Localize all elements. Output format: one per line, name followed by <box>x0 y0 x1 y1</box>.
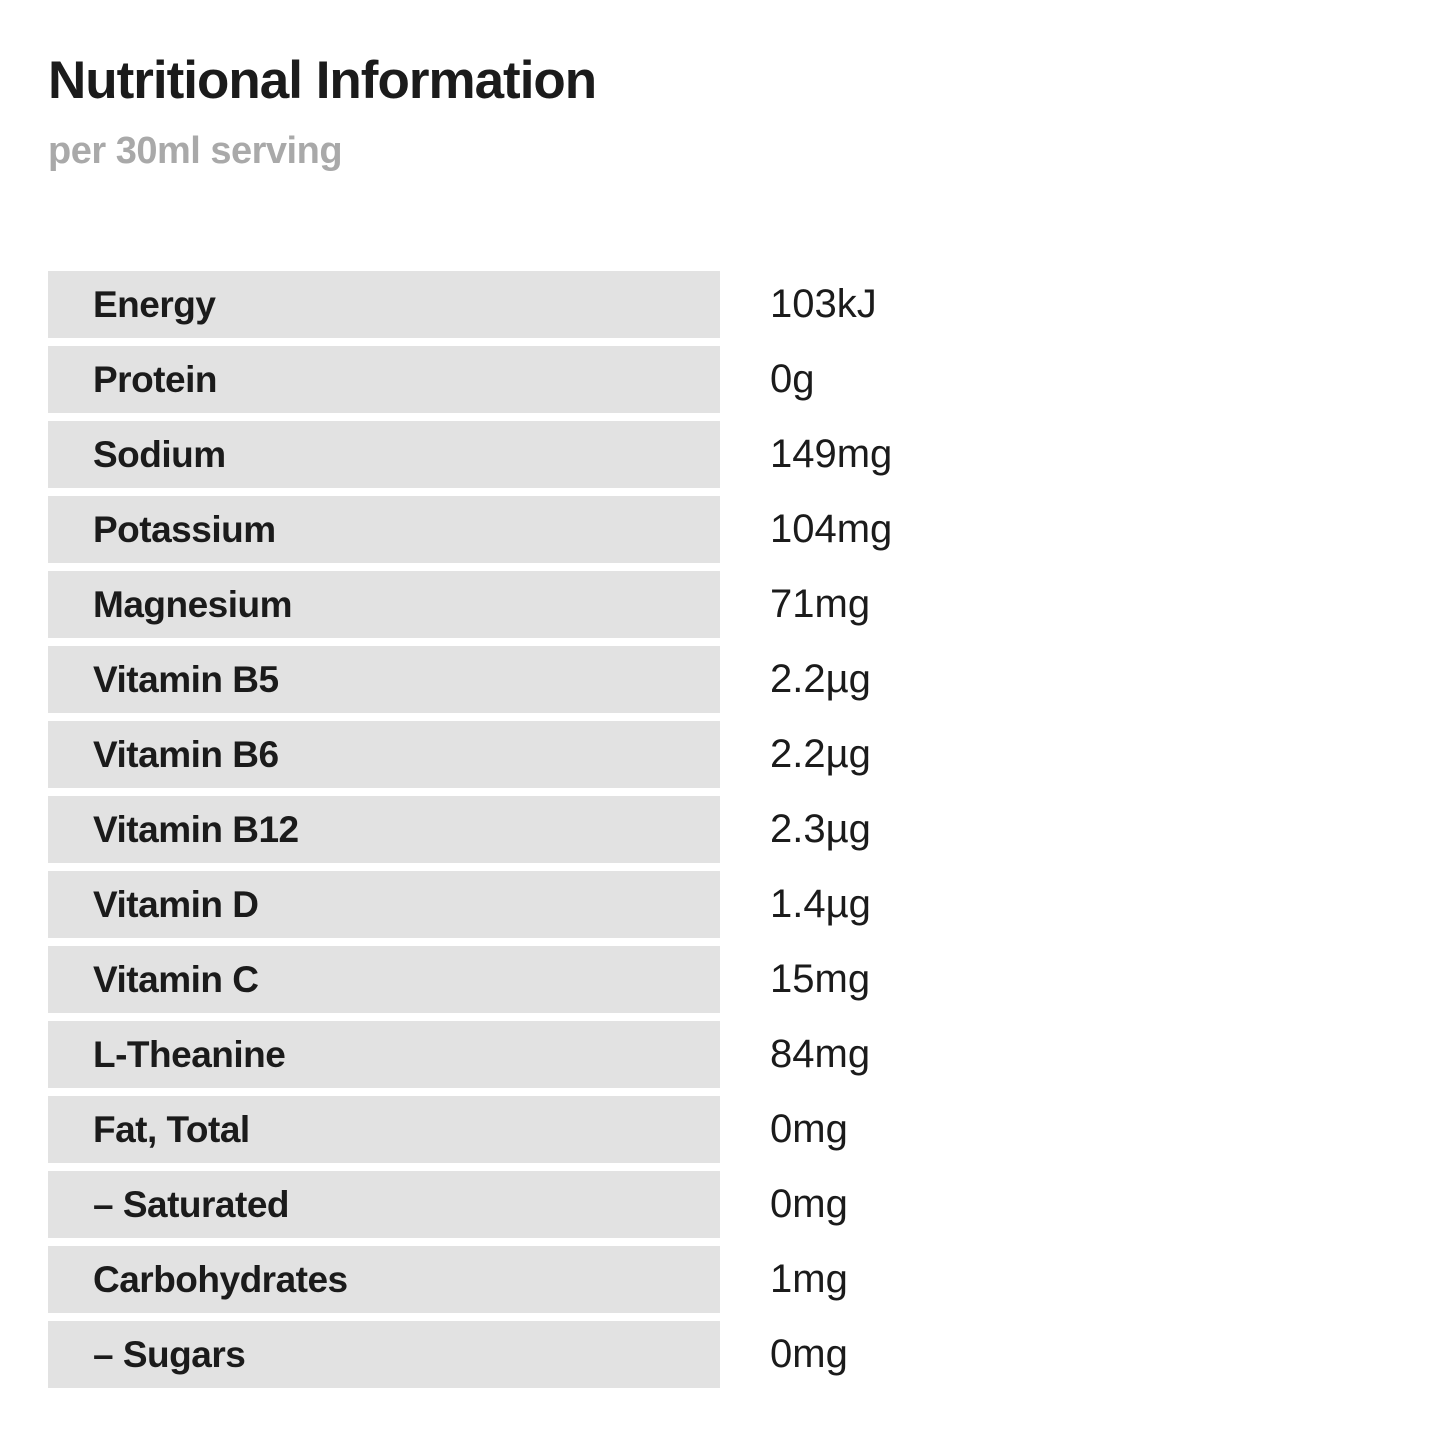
nutrient-label: Fat, Total <box>93 1108 250 1150</box>
nutrient-label: Energy <box>93 283 216 325</box>
nutrient-label-bar: Vitamin B5 <box>48 646 720 713</box>
nutrient-value-cell: 103kJ <box>720 271 877 338</box>
table-row: Sodium 149mg <box>48 421 1398 488</box>
nutrient-value: 149mg <box>770 432 893 476</box>
nutrient-value: 71mg <box>770 582 871 626</box>
table-row: Vitamin D 1.4µg <box>48 871 1398 938</box>
table-row: Energy 103kJ <box>48 271 1398 338</box>
nutrient-label-bar: – Saturated <box>48 1171 720 1238</box>
nutrient-value: 84mg <box>770 1032 871 1076</box>
nutrient-label: Vitamin B6 <box>93 733 279 775</box>
nutrient-value: 2.2µg <box>770 657 871 701</box>
nutrient-label: Vitamin D <box>93 883 259 925</box>
table-row: – Sugars 0mg <box>48 1321 1398 1388</box>
nutrient-value: 0g <box>770 357 815 401</box>
table-row: Magnesium 71mg <box>48 571 1398 638</box>
nutrient-value: 15mg <box>770 957 871 1001</box>
nutrient-value: 1.4µg <box>770 882 871 926</box>
table-row: Potassium 104mg <box>48 496 1398 563</box>
nutrient-label-bar: Potassium <box>48 496 720 563</box>
serving-size-subtitle: per 30ml serving <box>48 130 343 172</box>
nutrient-value: 103kJ <box>770 282 877 326</box>
table-row: Vitamin B5 2.2µg <box>48 646 1398 713</box>
nutrient-value-cell: 0mg <box>720 1321 848 1388</box>
nutrient-label-bar: Vitamin C <box>48 946 720 1013</box>
nutrient-label-bar: Vitamin B12 <box>48 796 720 863</box>
nutrient-value: 2.2µg <box>770 732 871 776</box>
nutrient-label-bar: Protein <box>48 346 720 413</box>
nutrient-label-bar: Fat, Total <box>48 1096 720 1163</box>
nutrient-value-cell: 0g <box>720 346 815 413</box>
nutrient-label-bar: Vitamin B6 <box>48 721 720 788</box>
nutrient-label-bar: Carbohydrates <box>48 1246 720 1313</box>
nutrient-value-cell: 0mg <box>720 1171 848 1238</box>
nutrient-value: 0mg <box>770 1107 848 1151</box>
nutrition-table: Energy 103kJ Protein 0g Sodium 149mg Pot… <box>48 271 1398 1396</box>
nutrient-value: 1mg <box>770 1257 848 1301</box>
nutrient-value-cell: 2.2µg <box>720 646 871 713</box>
nutrient-value: 2.3µg <box>770 807 871 851</box>
nutrient-label-bar: Sodium <box>48 421 720 488</box>
nutrient-label: Magnesium <box>93 583 293 625</box>
table-row: Protein 0g <box>48 346 1398 413</box>
table-row: Carbohydrates 1mg <box>48 1246 1398 1313</box>
nutrient-label-bar: L-Theanine <box>48 1021 720 1088</box>
nutrient-value-cell: 104mg <box>720 496 892 563</box>
nutrient-label-bar: Magnesium <box>48 571 720 638</box>
nutrient-value-cell: 1.4µg <box>720 871 871 938</box>
nutrient-label: Vitamin B5 <box>93 658 279 700</box>
nutrient-value-cell: 15mg <box>720 946 870 1013</box>
nutrient-value: 0mg <box>770 1182 848 1226</box>
nutrient-value-cell: 2.2µg <box>720 721 871 788</box>
nutrient-value-cell: 0mg <box>720 1096 848 1163</box>
nutrient-label: Carbohydrates <box>93 1258 348 1300</box>
table-row: Vitamin B12 2.3µg <box>48 796 1398 863</box>
nutrient-label-bar: – Sugars <box>48 1321 720 1388</box>
nutrient-label: Vitamin B12 <box>93 808 299 850</box>
table-row: Vitamin B6 2.2µg <box>48 721 1398 788</box>
page-title: Nutritional Information <box>48 51 597 110</box>
table-row: – Saturated 0mg <box>48 1171 1398 1238</box>
nutrient-value-cell: 71mg <box>720 571 870 638</box>
nutrient-label-bar: Vitamin D <box>48 871 720 938</box>
table-row: Vitamin C 15mg <box>48 946 1398 1013</box>
nutrient-value-cell: 149mg <box>720 421 892 488</box>
nutrient-label-bar: Energy <box>48 271 720 338</box>
nutrient-label: Sodium <box>93 433 226 475</box>
nutrient-label: Protein <box>93 358 217 400</box>
nutrient-value: 104mg <box>770 507 893 551</box>
nutrient-label: L-Theanine <box>93 1033 286 1075</box>
nutrient-label: – Saturated <box>93 1183 290 1225</box>
nutrient-value-cell: 1mg <box>720 1246 848 1313</box>
table-row: Fat, Total 0mg <box>48 1096 1398 1163</box>
nutrient-value: 0mg <box>770 1332 848 1376</box>
nutrient-label: – Sugars <box>93 1333 246 1375</box>
nutrient-value-cell: 84mg <box>720 1021 870 1088</box>
nutrient-value-cell: 2.3µg <box>720 796 871 863</box>
table-row: L-Theanine 84mg <box>48 1021 1398 1088</box>
nutrient-label: Vitamin C <box>93 958 259 1000</box>
nutrient-label: Potassium <box>93 508 276 550</box>
